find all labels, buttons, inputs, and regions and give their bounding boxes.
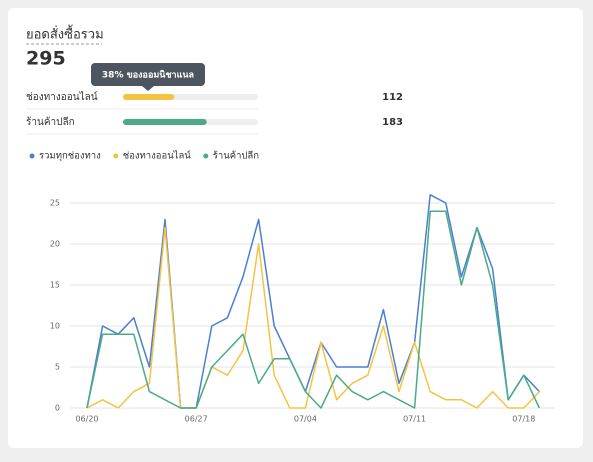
y-tick-label: 0	[55, 404, 60, 413]
legend-dot	[29, 153, 35, 159]
channel-name: ช่องทางออนไลน์	[26, 91, 98, 103]
x-tick-label: 06/27	[185, 415, 208, 424]
series-line	[86, 226, 540, 409]
y-tick-label: 15	[50, 281, 60, 290]
y-tick-label: 25	[50, 199, 60, 208]
channel-name: ร้านค้าปลีก	[26, 116, 75, 128]
y-tick-label: 20	[50, 240, 60, 249]
bar-fill	[123, 94, 175, 100]
tooltip-arrow	[142, 86, 154, 91]
x-tick-label: 06/20	[75, 415, 98, 424]
channel-value: 183	[382, 117, 403, 128]
total: 295	[26, 48, 66, 70]
series-line	[86, 194, 540, 409]
card-title: ยอดสั่งซื้อรวม	[26, 25, 104, 43]
x-tick-label: 07/18	[512, 415, 535, 424]
channel-value: 112	[382, 92, 403, 103]
y-tick-label: 10	[50, 322, 60, 331]
bar-fill	[123, 119, 207, 125]
legend-dot	[113, 153, 119, 159]
x-tick-label: 07/04	[294, 415, 317, 424]
series-line	[86, 210, 541, 409]
y-tick-label: 5	[55, 363, 60, 372]
legend-label: ช่องทางออนไลน์	[123, 150, 192, 162]
tooltip-text: 38% ของออมนิชาแนล	[102, 70, 194, 81]
tooltip	[91, 63, 205, 86]
legend-label: ร้านค้าปลีก	[213, 150, 259, 162]
legend-label: รวมทุกช่องทาง	[39, 151, 101, 162]
legend-dot	[203, 153, 209, 159]
x-tick-label: 07/11	[403, 415, 426, 424]
